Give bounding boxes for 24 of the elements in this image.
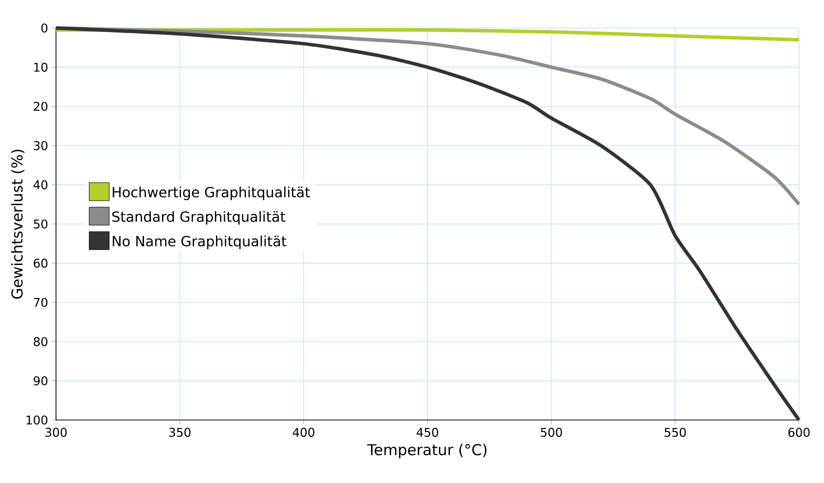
legend-label: Hochwertige Graphitqualität [112,186,310,200]
line-series [54,26,801,422]
y-tick-label: 10 [34,62,48,72]
x-tick-label: 550 [664,428,686,437]
x-tick-label: 400 [292,428,314,437]
y-tick-label: 90 [34,376,48,386]
y-tick-label: 100 [26,415,48,425]
y-tick-label: 30 [34,141,48,150]
y-tick-label: 60 [34,258,48,268]
x-tick-label: 350 [169,428,190,437]
x-tick-label: 300 [45,428,67,437]
x-tick-label: 600 [788,428,810,437]
y-tick-label: 70 [34,298,48,307]
y-tick-label: 80 [34,337,48,346]
x-axis-title: Temperatur (°C) [367,444,486,458]
legend-label: Standard Graphitqualität [112,211,286,225]
x-tick-label: 450 [416,428,438,437]
y-tick-label: 0 [41,23,48,33]
y-tick-label: 40 [34,180,48,190]
x-tick-label: 500 [540,428,562,437]
legend-label: No Name Graphitqualität [112,236,286,250]
y-tick-label: 50 [34,219,48,229]
y-tick-label: 20 [34,102,48,111]
y-axis-title: Gewichtsverlust (%) [11,150,24,299]
